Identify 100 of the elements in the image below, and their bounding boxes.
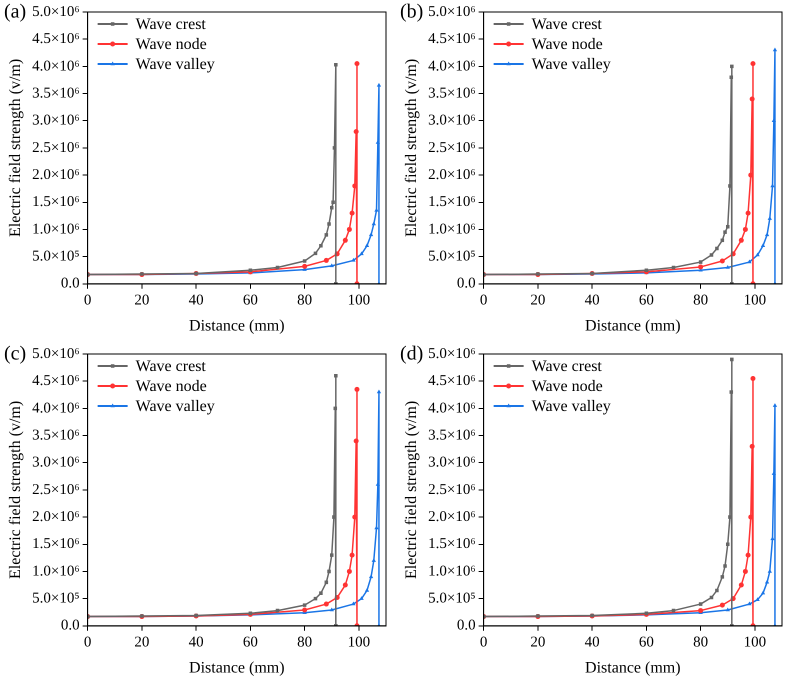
point: [330, 206, 334, 210]
point: [738, 582, 744, 588]
legend-label: Wave valley: [532, 56, 611, 74]
x-tick-label: 20: [530, 634, 546, 651]
y-tick-label: 4.0×10⁶: [428, 58, 476, 74]
y-tick-label: 3.5×10⁶: [428, 85, 476, 102]
point: [376, 82, 382, 87]
point: [327, 222, 331, 226]
point: [746, 552, 751, 558]
y-tick-label: 5.0×10⁶: [428, 4, 476, 20]
point: [742, 226, 748, 232]
point: [354, 129, 359, 134]
point: [750, 376, 756, 381]
x-tick-label: 0: [480, 292, 488, 309]
x-tick-label: 100: [348, 292, 370, 309]
legend-label: Wave node: [532, 378, 603, 396]
point: [319, 591, 323, 595]
x-tick-label: 40: [188, 634, 204, 651]
point: [772, 471, 776, 475]
x-tick-label: 40: [584, 292, 600, 309]
y-tick-label: 2.5×10⁶: [428, 140, 476, 156]
y-tick-label: 3.0×10⁶: [428, 112, 476, 129]
point: [746, 210, 751, 216]
point: [760, 243, 766, 247]
point: [324, 580, 328, 584]
y-tick-label: 5.0×10⁵: [428, 590, 476, 607]
y-axis-title: Electric field strength (v/m): [402, 400, 420, 579]
chart-title: (d): [400, 342, 424, 364]
x-tick-label: 0: [84, 292, 92, 309]
point: [346, 226, 352, 232]
point: [698, 264, 704, 270]
y-tick-label: 1.0×10⁶: [32, 221, 80, 238]
point: [351, 258, 356, 262]
point: [710, 596, 714, 600]
y-tick-label: 4.0×10⁶: [32, 400, 80, 416]
point: [331, 200, 335, 204]
point: [330, 608, 334, 612]
y-tick-label: 4.5×10⁶: [32, 373, 80, 390]
point: [764, 232, 770, 236]
x-axis-title: Distance (mm): [585, 660, 681, 677]
x-axis-title: Distance (mm): [189, 318, 285, 335]
x-tick-label: 80: [693, 634, 708, 651]
point: [747, 260, 752, 264]
y-tick-label: 0.0: [60, 618, 80, 634]
x-tick-label: 100: [348, 634, 370, 651]
point: [368, 232, 374, 236]
point: [720, 258, 725, 264]
point: [346, 568, 352, 574]
x-tick-label: 20: [134, 634, 150, 651]
point: [750, 61, 756, 66]
y-tick-label: 2.0×10⁶: [428, 167, 476, 184]
y-tick-label: 3.5×10⁶: [428, 427, 476, 444]
y-tick-label: 2.5×10⁶: [32, 140, 80, 156]
point: [324, 233, 328, 237]
point: [330, 553, 334, 557]
point: [723, 564, 727, 568]
legend-label: Wave node: [136, 378, 207, 396]
x-tick-label: 60: [242, 634, 258, 651]
y-tick-label: 5.0×10⁶: [32, 346, 80, 362]
point: [319, 244, 323, 248]
x-tick-label: 40: [584, 634, 600, 651]
point: [747, 602, 752, 606]
y-tick-label: 3.0×10⁶: [428, 454, 476, 471]
x-tick-label: 0: [84, 634, 92, 651]
point: [772, 403, 778, 407]
y-tick-label: 1.0×10⁶: [428, 563, 476, 580]
legend-label: Wave crest: [136, 358, 206, 376]
legend-label: Wave node: [136, 36, 207, 54]
y-tick-label: 1.0×10⁶: [32, 563, 80, 580]
x-tick-label: 0: [480, 634, 488, 651]
x-tick-label: 100: [744, 634, 766, 651]
point: [742, 568, 748, 574]
point: [710, 253, 714, 257]
point: [342, 238, 348, 243]
point: [720, 602, 725, 608]
point: [720, 238, 724, 242]
y-tick-label: 3.5×10⁶: [32, 427, 80, 444]
y-tick-label: 1.5×10⁶: [428, 536, 476, 552]
chart-title: (a): [4, 0, 26, 22]
y-tick-label: 1.5×10⁶: [32, 536, 80, 552]
y-tick-label: 5.0×10⁶: [428, 346, 476, 362]
y-tick-label: 0.0: [456, 276, 476, 292]
point: [730, 358, 734, 362]
point: [372, 222, 376, 226]
legend-label: Wave valley: [532, 398, 611, 416]
x-tick-label: 20: [134, 292, 150, 309]
x-tick-label: 60: [638, 634, 654, 651]
point: [354, 438, 359, 444]
y-tick-label: 2.0×10⁶: [428, 509, 476, 526]
point: [376, 390, 382, 394]
point: [350, 552, 355, 558]
x-axis-title: Distance (mm): [189, 660, 285, 677]
legend-label: Wave valley: [136, 398, 215, 416]
point: [324, 258, 329, 263]
point: [726, 264, 730, 269]
point: [324, 602, 329, 607]
point: [354, 386, 360, 392]
x-tick-label: 80: [297, 292, 312, 309]
point: [350, 210, 355, 216]
point: [715, 588, 719, 592]
